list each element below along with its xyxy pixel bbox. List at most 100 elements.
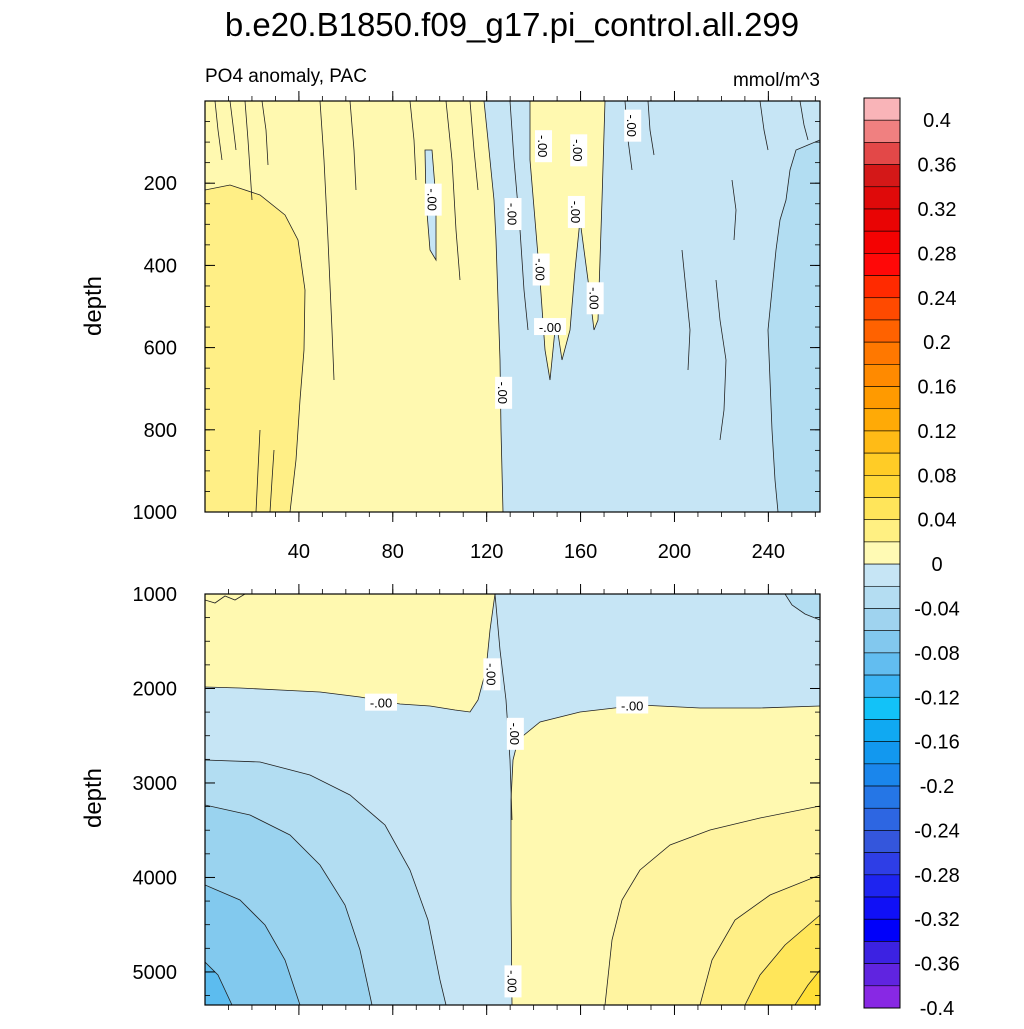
contour-label: -.00: [570, 134, 588, 167]
contour-label-box: [567, 195, 585, 228]
y-tick-label: 3000: [133, 773, 178, 795]
contour-label: -.00: [616, 696, 649, 714]
colorbar-box: [863, 563, 901, 587]
contour-label: -.00: [532, 253, 550, 286]
upper-axis-ticks: 200 400 600 800 1000 40 80 120 160 200 240: [133, 91, 820, 563]
colorbar-label: -0.16: [914, 732, 960, 754]
colorbar-box: [863, 652, 901, 676]
x-tick-label: 120: [470, 541, 503, 563]
colorbar-box: [863, 97, 901, 121]
contour-label-text: -.00: [505, 203, 520, 225]
contour-label-text: -.00: [624, 114, 639, 136]
lower-left-negative-4: [205, 885, 300, 1005]
contour-label: -.00: [586, 282, 604, 315]
colorbar-label: -0.08: [914, 643, 960, 665]
colorbar-label: -0.12: [914, 687, 960, 709]
colorbar-box: [863, 830, 901, 853]
y-tick-label: 2000: [133, 678, 178, 700]
contour-label-box: [483, 658, 501, 691]
colorbar-label: 0.08: [918, 465, 957, 487]
upper-contour-fill: [205, 101, 820, 512]
colorbar-box: [863, 741, 901, 765]
subtitle-right: mmol/m^3: [733, 70, 820, 91]
colorbar-label: 0.28: [918, 243, 957, 265]
contour-label-text: -.00: [507, 723, 522, 745]
x-tick-label: 40: [288, 541, 310, 563]
contour-label-text: -.00: [533, 258, 548, 280]
colorbar-box: [863, 541, 901, 565]
lower-right-corner-negative: [785, 594, 820, 620]
colorbar: 0.4 0.36 0.32 0.28 0.24 0.2 0.16 0.12 0.08 0.04 0 -…: [863, 97, 960, 1020]
colorbar-box: [863, 475, 901, 498]
contour-label: -.00: [534, 318, 567, 336]
colorbar-label: 0.32: [918, 199, 957, 221]
lower-contour-fill: [205, 594, 820, 1005]
contour-label: -.00: [535, 130, 553, 163]
y-tick-label: 200: [144, 173, 177, 195]
contour-label: -.00: [504, 198, 522, 231]
upper-contour-labels: -.00 -.00 -.00 -.00 -.00 -.00 -.00 -.00 -.00 -.00: [424, 109, 642, 409]
lower-upper-left-positive: [205, 594, 495, 712]
contour-label-text: -.00: [621, 698, 643, 713]
contour-label: -.00: [504, 965, 522, 998]
colorbar-box: [863, 763, 901, 787]
lower-right-positive-5: [795, 970, 820, 1005]
colorbar-label: 0: [931, 554, 942, 576]
contour-label-box: [365, 693, 398, 711]
colorbar-box: [863, 807, 901, 831]
colorbar-box: [863, 696, 901, 720]
contour-label-text: -.00: [568, 201, 583, 223]
colorbar-label: 0.36: [918, 155, 957, 177]
colorbar-box: [863, 585, 901, 609]
upper-negative-region-deep: [768, 140, 820, 512]
colorbar-box: [863, 719, 901, 742]
y-tick-label: 4000: [133, 867, 178, 889]
colorbar-box: [863, 785, 901, 809]
colorbar-box: [863, 630, 901, 654]
contour-label-box: [616, 696, 649, 714]
contour-label-text: -.00: [539, 320, 561, 335]
colorbar-box: [863, 497, 901, 521]
contour-label-box: [570, 134, 588, 167]
colorbar-box: [863, 297, 901, 321]
contour-label-box: [535, 130, 553, 163]
colorbar-box: [863, 430, 901, 454]
y-tick-label: 1000: [133, 584, 178, 606]
colorbar-label: -0.36: [914, 954, 960, 976]
chart-title: b.e20.B1850.f09_g17.pi_control.all.299: [225, 6, 799, 43]
contour-label-box: [534, 318, 567, 336]
colorbar-label: -0.28: [914, 865, 960, 887]
lower-plot-frame: [204, 593, 821, 1006]
colorbar-label: 0.4: [923, 110, 951, 132]
lower-y-axis-label: depth: [80, 768, 107, 828]
y-tick-label: 1000: [133, 502, 178, 524]
colorbar-box: [863, 852, 901, 876]
subtitle-left: PO4 anomaly, PAC: [205, 66, 367, 87]
colorbar-label: -0.04: [914, 598, 960, 620]
colorbar-box: [863, 963, 901, 987]
colorbar-label: -0.2: [920, 776, 954, 798]
colorbar-box: [863, 164, 901, 188]
colorbar-label: 0.16: [918, 377, 957, 399]
contour-label-text: -.00: [570, 139, 585, 161]
lower-axis-ticks: 1000 2000 3000 4000 5000: [133, 584, 820, 1015]
colorbar-box: [863, 386, 901, 410]
colorbar-box: [863, 119, 901, 143]
contour-label: -.00: [483, 658, 501, 691]
upper-y-axis-label: depth: [80, 276, 107, 336]
contour-label-box: [586, 282, 604, 315]
lower-right-positive-4: [745, 915, 820, 1005]
contour-label-box: [624, 109, 642, 142]
colorbar-box: [863, 674, 901, 698]
colorbar-label: 0.2: [923, 332, 951, 354]
colorbar-box: [863, 408, 901, 432]
colorbar-box: [863, 519, 901, 543]
contour-label: -.00: [567, 195, 585, 228]
colorbar-box: [863, 341, 901, 365]
x-tick-label: 160: [564, 541, 597, 563]
contour-label-text: -.00: [425, 188, 440, 210]
colorbar-box: [863, 142, 901, 165]
y-tick-label: 400: [144, 255, 177, 277]
